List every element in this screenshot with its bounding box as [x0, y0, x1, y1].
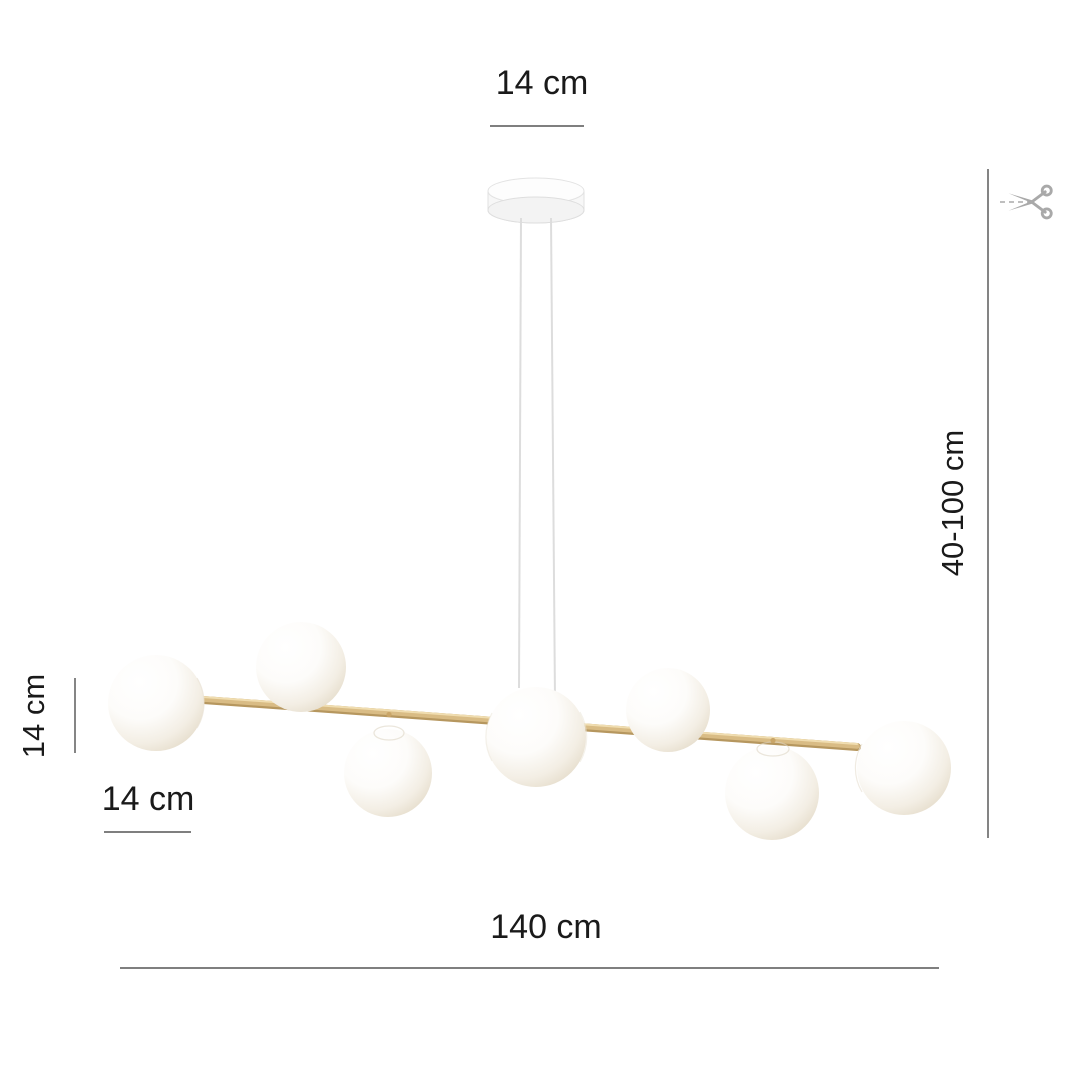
svg-text:40-100 cm: 40-100 cm	[935, 430, 970, 576]
svg-text:140 cm: 140 cm	[490, 908, 602, 946]
svg-text:14 cm: 14 cm	[102, 780, 195, 818]
svg-text:14 cm: 14 cm	[16, 674, 51, 758]
svg-text:14 cm: 14 cm	[496, 64, 589, 102]
